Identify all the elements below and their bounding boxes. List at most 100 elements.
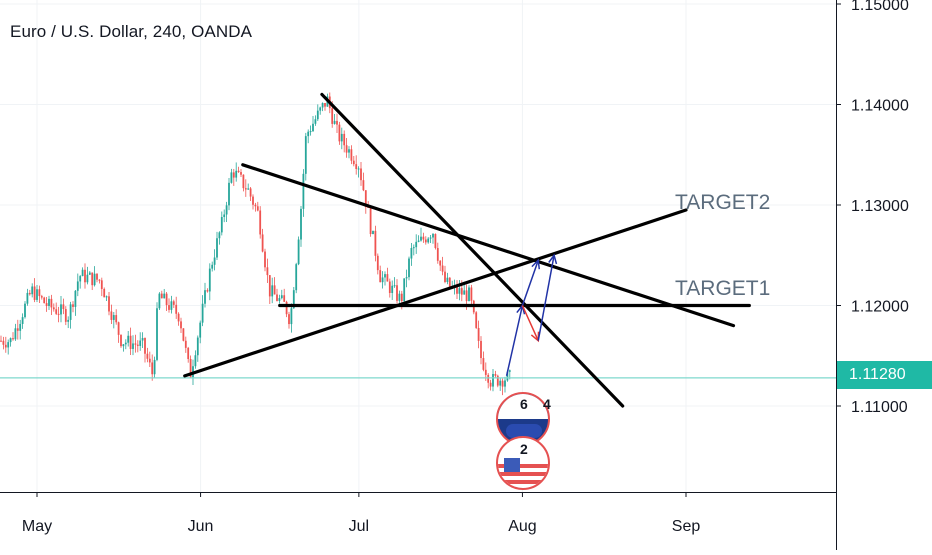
candle-body: [441, 265, 444, 272]
candle-body: [350, 149, 353, 161]
candle-body: [60, 304, 62, 315]
candle-body: [112, 315, 115, 320]
candle-body: [96, 273, 98, 280]
candle-body: [355, 164, 358, 169]
candle-body: [151, 362, 154, 375]
candle-body: [297, 239, 300, 265]
candle-body: [182, 328, 185, 341]
candle-body: [415, 241, 418, 248]
candle-body: [31, 286, 34, 295]
us-events-icon[interactable]: [496, 436, 550, 490]
trend-line: [241, 163, 736, 328]
projection-arrow: [521, 305, 539, 341]
candle-body: [424, 239, 427, 243]
candle-body: [439, 260, 442, 266]
candle-body: [348, 149, 350, 153]
candle-body: [338, 124, 341, 142]
candle-body: [343, 133, 346, 146]
grid: [0, 0, 836, 492]
candle-body: [405, 277, 408, 279]
candle-body: [249, 188, 252, 197]
candle-body: [480, 340, 482, 359]
annotations: TARGET2 TARGET1: [675, 191, 770, 300]
candle-body: [216, 238, 218, 258]
candle-body: [55, 309, 58, 314]
candle-body: [386, 274, 389, 282]
candle-body: [410, 248, 413, 259]
candle-body: [357, 168, 360, 170]
candle-body: [460, 288, 463, 295]
candle-body: [141, 338, 144, 341]
candle-body: [2, 340, 5, 345]
candle-body: [252, 196, 254, 205]
candle-body: [290, 308, 293, 325]
candle-body: [206, 290, 209, 292]
candle-body: [369, 207, 372, 235]
candle-body: [300, 208, 302, 240]
candle-body: [153, 359, 156, 375]
candle-body: [487, 374, 490, 383]
candle-body: [235, 170, 238, 178]
candle-body: [432, 233, 434, 238]
candle-body: [256, 206, 259, 211]
candle-body: [504, 380, 506, 387]
y-tick-label: 1.13000: [851, 198, 909, 215]
candle-body: [237, 170, 240, 173]
candle-body: [127, 335, 130, 343]
trend-lines: [183, 92, 751, 408]
candle-body: [52, 307, 55, 310]
candle-body: [175, 304, 178, 314]
candle-body: [57, 313, 60, 315]
candle-body: [398, 293, 401, 301]
candle-body: [38, 289, 41, 297]
candle-body: [189, 359, 192, 378]
candle-body: [16, 328, 19, 331]
candle-body: [158, 293, 161, 309]
candle-body: [376, 255, 379, 271]
candle-body: [309, 131, 312, 133]
candle-body: [470, 287, 473, 301]
candle-body: [48, 298, 50, 307]
candle-body: [139, 340, 142, 346]
candle-body: [84, 269, 86, 283]
candle-body: [374, 230, 377, 256]
candle-body: [228, 182, 230, 206]
candle-body: [180, 321, 182, 329]
projection-arrow-head: [531, 258, 541, 270]
x-tick-label: Aug: [508, 518, 536, 535]
candle-body: [319, 107, 322, 111]
x-tick-label: Jun: [188, 518, 214, 535]
candle-body: [19, 323, 22, 331]
candle-body: [273, 285, 276, 295]
chart-title: Euro / U.S. Dollar, 240, OANDA: [10, 22, 253, 41]
candle-body: [396, 285, 398, 301]
candle-body: [417, 240, 420, 242]
candle-body: [372, 230, 374, 235]
candle-body: [261, 234, 264, 252]
candle-body: [446, 277, 449, 282]
projection-arrow: [537, 255, 555, 341]
candle-body: [508, 370, 511, 372]
candle-body: [50, 298, 53, 308]
candle-body: [62, 304, 65, 310]
candle-body: [362, 180, 365, 191]
candle-body: [254, 204, 257, 207]
candle-body: [105, 296, 108, 298]
candle-body: [331, 108, 334, 124]
candle-body: [33, 286, 36, 300]
candle-body: [91, 272, 94, 286]
candle-body: [225, 205, 228, 215]
candle-body: [288, 314, 290, 325]
candle-body: [201, 303, 204, 323]
candle-body: [98, 279, 101, 281]
candle-body: [168, 305, 170, 310]
projection-arrows: [505, 253, 558, 377]
candle-body: [240, 172, 242, 175]
candle-body: [295, 264, 298, 291]
candle-body: [458, 288, 461, 294]
candle-body: [506, 371, 509, 381]
candle-body: [146, 353, 149, 359]
candle-body: [345, 145, 348, 153]
